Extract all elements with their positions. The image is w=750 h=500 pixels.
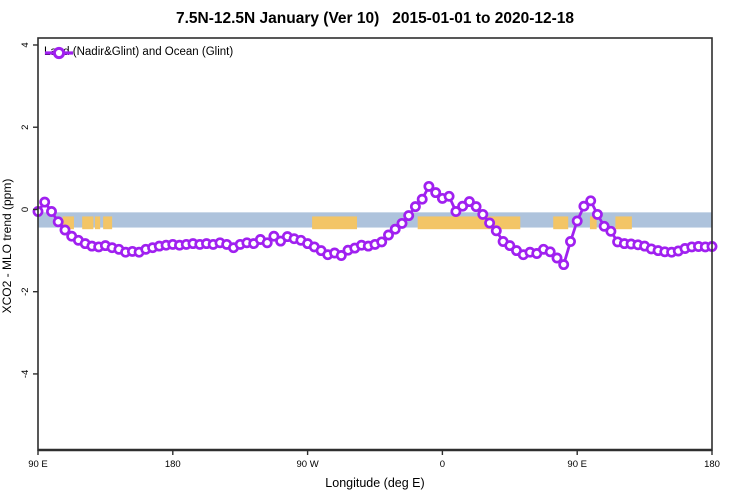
- data-point-marker: [565, 236, 576, 247]
- x-tick-label: 180: [165, 459, 181, 470]
- data-point-marker: [591, 208, 603, 220]
- data-point-marker: [585, 195, 597, 207]
- data-point-marker: [335, 250, 347, 261]
- reference-band: [38, 212, 712, 228]
- x-tick-label: 90 W: [297, 459, 319, 470]
- data-point-marker: [52, 216, 64, 228]
- data-point-marker: [477, 208, 489, 220]
- x-tick-label: 180: [704, 459, 720, 470]
- data-point-marker: [268, 230, 280, 242]
- data-point-marker: [423, 180, 435, 192]
- data-point-marker: [470, 201, 482, 213]
- land-patch: [417, 216, 521, 230]
- data-point-marker: [443, 190, 455, 202]
- y-tick-label: -2: [20, 287, 31, 295]
- data-point-marker: [403, 210, 415, 222]
- data-point-marker: [578, 200, 590, 212]
- data-point-marker: [571, 215, 583, 227]
- x-tick-label: 0: [440, 459, 445, 470]
- data-point-marker: [430, 187, 442, 199]
- y-tick-label: 0: [20, 207, 31, 212]
- legend: Land (Nadir&Glint) and Ocean (Glint): [44, 46, 234, 60]
- x-tick-label: 90 E: [567, 459, 587, 470]
- land-patch: [94, 216, 101, 230]
- land-patch: [103, 216, 113, 230]
- data-point-marker: [544, 246, 556, 258]
- data-point-marker: [261, 237, 273, 249]
- data-point-marker: [416, 193, 428, 205]
- data-point-marker: [558, 259, 570, 271]
- data-point-marker: [376, 236, 388, 248]
- data-point-marker: [396, 217, 408, 229]
- x-tick-label: 90 E: [28, 459, 48, 470]
- data-point-marker: [409, 201, 421, 213]
- data-point-marker: [490, 225, 502, 237]
- data-point-marker: [46, 206, 57, 217]
- legend-series-label: Land (Nadir&Glint) and Ocean (Glint): [44, 46, 234, 58]
- data-point-marker: [605, 225, 617, 237]
- data-point-marker: [383, 229, 394, 241]
- land-patch: [615, 216, 632, 230]
- chart-title: 7.5N-12.5N January (Ver 10) 2015-01-01 t…: [175, 10, 575, 27]
- data-point-marker: [551, 252, 563, 264]
- data-point-marker: [504, 240, 516, 252]
- data-point-marker: [39, 196, 51, 208]
- y-tick-label: 4: [20, 42, 31, 47]
- land-patch: [312, 216, 358, 230]
- y-tick-label: -4: [20, 370, 31, 378]
- data-point-marker: [484, 217, 496, 229]
- land-patch: [62, 216, 74, 230]
- legend-series-marker-icon: [45, 46, 73, 60]
- y-tick-label: 2: [20, 125, 31, 130]
- data-point-marker: [598, 220, 610, 232]
- land-patch: [589, 216, 597, 230]
- land-patch: [553, 216, 569, 230]
- land-patch: [82, 216, 94, 230]
- x-axis-label: Longitude (deg E): [325, 476, 425, 490]
- data-point-marker: [389, 223, 401, 235]
- data-point-marker: [463, 196, 475, 208]
- data-point-marker: [450, 206, 462, 217]
- data-point-marker: [59, 224, 71, 236]
